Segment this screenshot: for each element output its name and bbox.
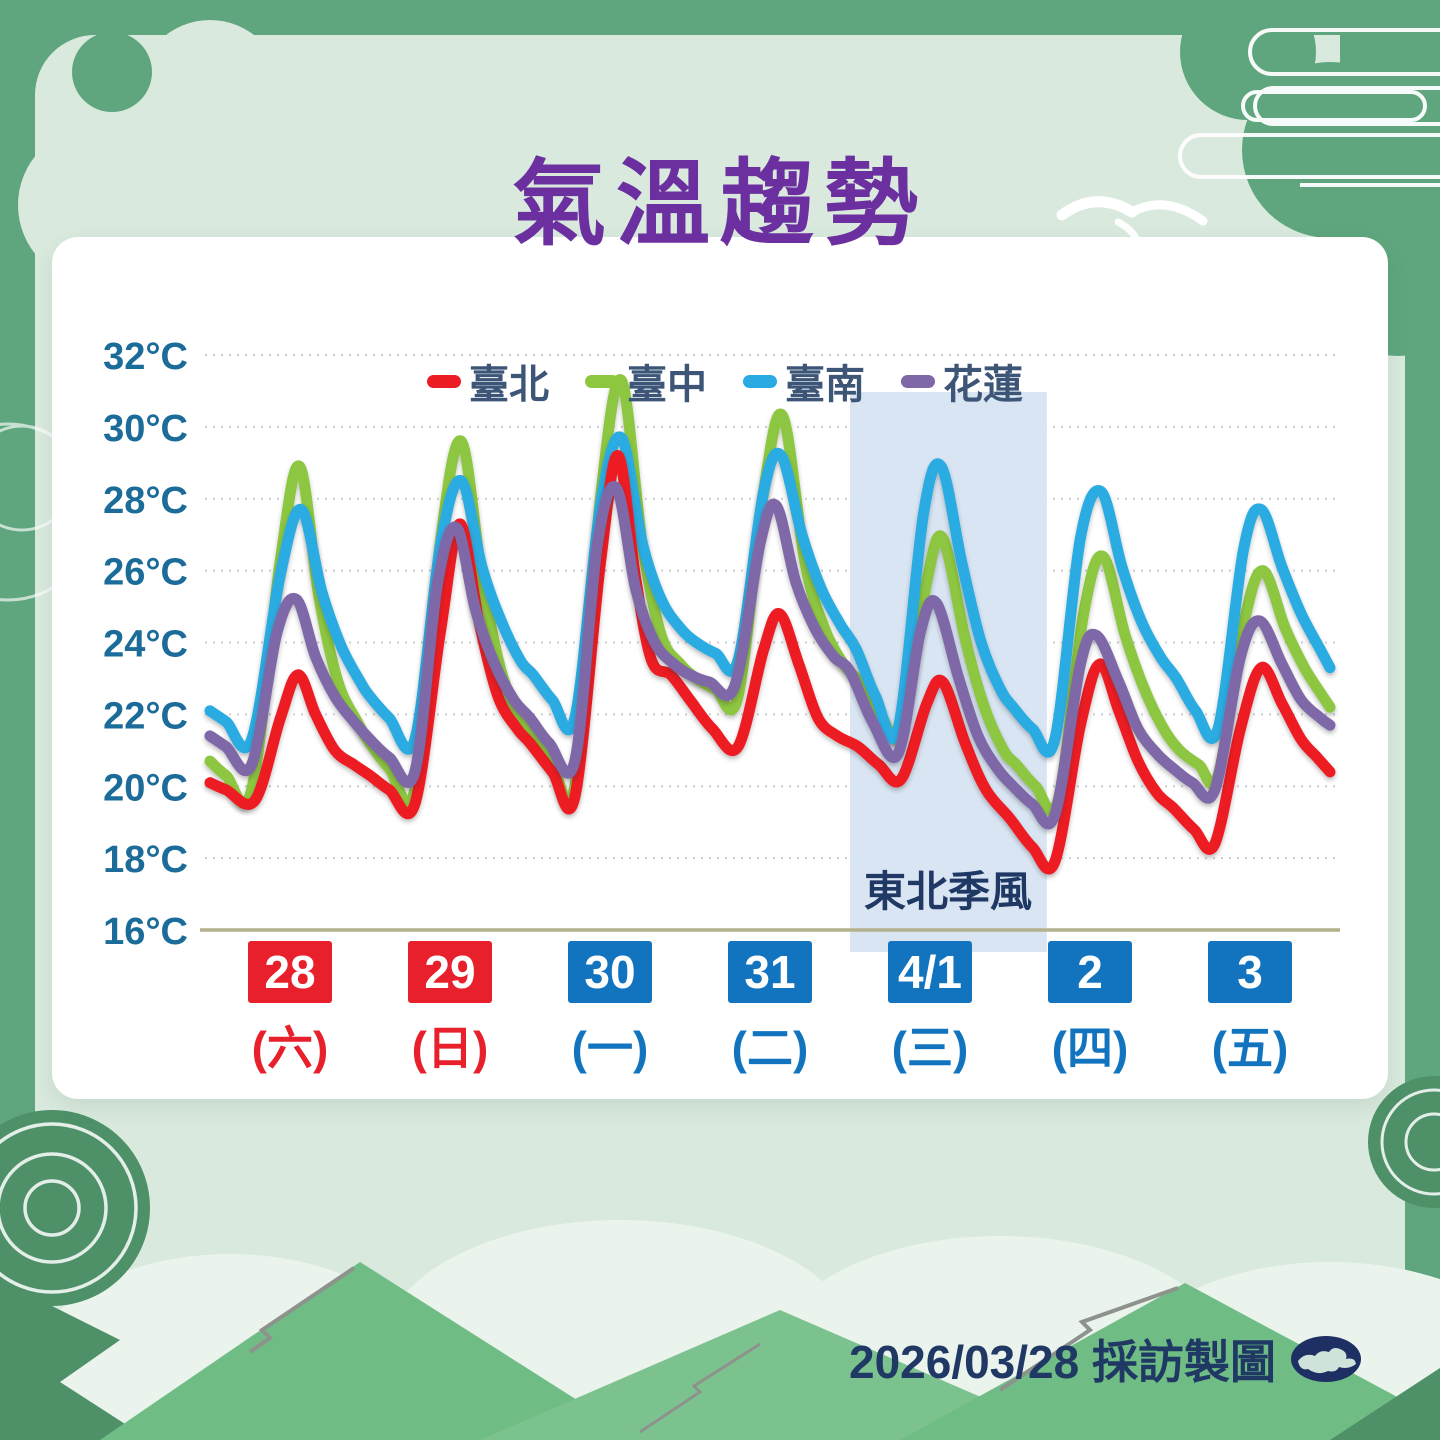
legend-swatch-icon [743,374,777,388]
legend-label: 花蓮 [943,363,1023,407]
series-line-花蓮 [204,481,1336,830]
chart-legend: 臺北 臺中 臺南 花蓮 [165,352,1285,410]
legend-label: 臺中 [627,363,707,407]
legend-swatch-icon [585,374,619,388]
monsoon-label: 東北季風 [864,868,1032,915]
legend-label: 臺北 [469,363,549,407]
y-tick-20: 20°C [103,767,188,809]
y-tick-32: 32°C [103,336,188,378]
cwb-logo [1291,1336,1361,1382]
legend-item-花蓮: 花蓮 [901,352,1023,410]
y-tick-22: 22°C [103,695,188,737]
footer: 2026/03/28 採訪製圖 [849,1326,1362,1392]
legend-item-臺北: 臺北 [427,352,549,410]
page-title: 氣溫趨勢 [511,151,928,256]
y-tick-24: 24°C [103,624,188,666]
legend-item-臺南: 臺南 [743,352,865,410]
y-tick-30: 30°C [103,408,188,450]
y-tick-16: 16°C [103,911,188,953]
legend-item-臺中: 臺中 [585,352,707,410]
y-tick-28: 28°C [103,480,188,522]
y-tick-26: 26°C [103,552,188,594]
series-line-臺南 [204,431,1336,758]
legend-label: 臺南 [785,363,865,407]
series-line-臺北 [204,450,1336,875]
y-tick-18: 18°C [103,839,188,881]
gridlines: 32°C 30°C 28°C 26°C 24°C 22°C 20°C 18°C 16°C [103,336,1335,953]
footer-credit: 2026/03/28 採訪製圖 [848,1336,1276,1388]
legend-swatch-icon [901,374,935,388]
legend-swatch-icon [427,374,461,388]
